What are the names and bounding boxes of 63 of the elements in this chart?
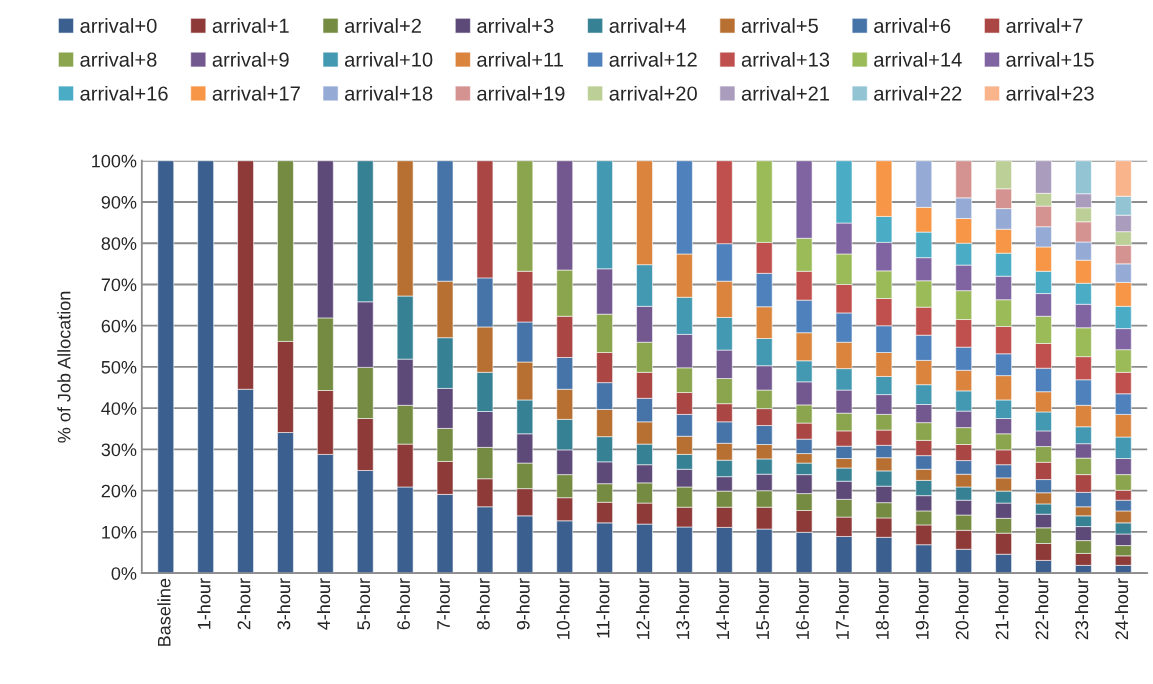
x-tick-label: 19-hour — [915, 578, 929, 639]
x-tick-label: 10-hour — [556, 578, 570, 639]
legend-label: arrival+12 — [609, 52, 697, 67]
y-tick-label: 60% — [101, 319, 137, 333]
y-tick-label: 90% — [101, 195, 137, 209]
legend-label: arrival+18 — [345, 85, 433, 101]
x-tick-label: 11-hour — [596, 578, 610, 638]
x-tick-label: 18-hour — [875, 578, 889, 639]
x-tick-label: 22-hour — [1035, 578, 1049, 640]
legend-label: arrival+14 — [874, 52, 962, 67]
x-tick-label: 14-hour — [715, 578, 730, 639]
x-tick-label: 16-hour — [795, 578, 809, 639]
x-tick-label: 17-hour — [835, 578, 849, 639]
y-axis-title: % of Job Allocation — [57, 291, 71, 443]
legend-label: arrival+0 — [80, 18, 157, 33]
x-tick-label: 3-hour — [277, 578, 291, 630]
x-tick-label: 21-hour — [995, 578, 1009, 640]
legend-label: arrival+21 — [741, 85, 830, 101]
y-tick-label: 30% — [101, 443, 137, 457]
legend-label: arrival+8 — [80, 52, 157, 67]
x-tick-label: Baseline — [157, 578, 171, 646]
x-tick-label: 9-hour — [516, 578, 530, 630]
legend-label: arrival+16 — [80, 85, 168, 101]
x-tick-label: 1-hour — [197, 578, 211, 629]
legend-label: arrival+4 — [609, 18, 686, 33]
legend-label: arrival+10 — [345, 52, 433, 67]
x-tick-label: 13-hour — [676, 578, 690, 639]
y-tick-label: 80% — [101, 237, 137, 250]
legend-label: arrival+23 — [1006, 85, 1094, 101]
y-tick-label: 70% — [101, 278, 137, 292]
y-tick-label: 100% — [92, 154, 137, 168]
x-tick-label: 7-hour — [436, 578, 450, 630]
x-tick-label: 4-hour — [316, 578, 331, 630]
y-tick-label: 0% — [111, 567, 137, 580]
legend-label: arrival+20 — [609, 85, 697, 101]
legend-label: arrival+5 — [741, 18, 818, 33]
x-tick-label: 12-hour — [636, 578, 650, 639]
y-tick-label: 40% — [101, 402, 137, 415]
y-tick-label: 50% — [101, 360, 137, 374]
x-tick-label: 20-hour — [955, 578, 969, 640]
y-tick-label: 20% — [101, 484, 137, 498]
x-tick-label: 8-hour — [476, 578, 490, 630]
x-tick-label: 2-hour — [237, 578, 251, 630]
legend-label: arrival+22 — [874, 85, 962, 101]
legend-label: arrival+13 — [741, 52, 830, 67]
legend-label: arrival+3 — [477, 18, 554, 33]
legend-label: arrival+6 — [874, 18, 951, 33]
bar — [157, 160, 175, 574]
legend-label: arrival+2 — [345, 18, 421, 33]
x-tick-label: 15-hour — [755, 578, 770, 639]
x-tick-label: 5-hour — [356, 578, 371, 630]
x-tick-label: 6-hour — [396, 578, 410, 630]
x-tick-label: 23-hour — [1074, 578, 1089, 640]
legend-label: arrival+11 — [477, 52, 563, 67]
legend-label: arrival+1 — [212, 18, 289, 33]
legend-label: arrival+15 — [1006, 52, 1094, 67]
legend-label: arrival+9 — [212, 52, 289, 67]
legend-label: arrival+17 — [212, 85, 300, 101]
legend-label: arrival+7 — [1006, 18, 1083, 33]
bar — [197, 160, 214, 574]
legend-label: arrival+19 — [477, 85, 565, 101]
y-tick-label: 10% — [102, 525, 137, 539]
x-tick-label: 24-hour — [1114, 578, 1129, 640]
